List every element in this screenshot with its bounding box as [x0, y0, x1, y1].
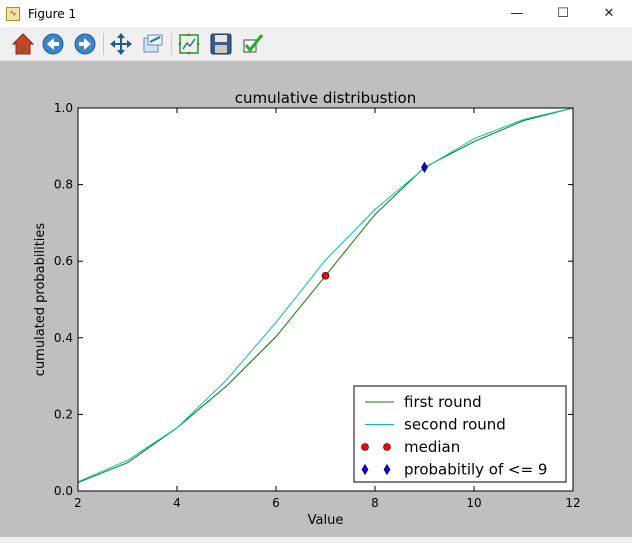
- legend-label-1: second round: [404, 416, 506, 434]
- window-controls: — ☐ ✕: [494, 0, 632, 27]
- x-tick-label: 10: [466, 496, 481, 510]
- y-tick-label: 0.4: [54, 331, 73, 345]
- navigation-toolbar: [0, 27, 632, 61]
- x-tick-label: 4: [173, 496, 181, 510]
- status-bar: [0, 537, 632, 543]
- y-tick-label: 0.0: [54, 484, 73, 498]
- x-tick-label: 2: [74, 496, 82, 510]
- forward-arrow-icon: [74, 33, 96, 55]
- plot-frame: [77, 107, 574, 492]
- edit-axes-button[interactable]: [240, 31, 266, 57]
- y-tick-label: 0.6: [54, 254, 73, 268]
- home-button[interactable]: [10, 31, 36, 57]
- close-button[interactable]: ✕: [603, 6, 615, 21]
- back-button[interactable]: [40, 31, 66, 57]
- save-icon: [210, 33, 232, 55]
- legend: first round second round median probabitily…: [353, 385, 567, 483]
- legend-swatch-2: [383, 443, 391, 451]
- legend-label-3: probabitily of <= 9: [404, 461, 547, 479]
- series-markers: [321, 161, 428, 280]
- legend-label-0: first round: [404, 393, 482, 411]
- y-tick-label: 0.8: [54, 178, 73, 192]
- home-icon: [11, 33, 35, 55]
- series-line-1: [77, 107, 574, 483]
- zoom-icon: [143, 34, 163, 53]
- subplots-config-button[interactable]: [176, 31, 202, 57]
- chart-title: cumulative distribustion: [235, 89, 416, 107]
- forward-button[interactable]: [72, 31, 98, 57]
- maximize-button[interactable]: ☐: [557, 6, 569, 21]
- probability-9-point: [421, 161, 428, 173]
- x-tick-label: 6: [272, 496, 280, 510]
- figure-app-icon: ∿: [6, 6, 20, 21]
- y-axis-label: cumulated probabilities: [33, 223, 48, 377]
- pan-button[interactable]: [108, 31, 134, 57]
- pan-icon: [110, 33, 132, 55]
- x-tick-label: 12: [565, 496, 580, 510]
- axis-ticks: 2 4 6 8 10 12 0.0 0.2 0.4 0.6 0.8 1.0: [54, 101, 581, 510]
- legend-swatch-3: [361, 463, 369, 476]
- window-title: Figure 1: [28, 6, 77, 21]
- chart-svg: cumulative distribustion Value cumulated…: [33, 89, 581, 528]
- y-tick-label: 1.0: [54, 101, 73, 115]
- toolbar-separator: [103, 33, 104, 55]
- minimize-button[interactable]: —: [510, 6, 524, 21]
- x-tick-label: 8: [371, 496, 379, 510]
- back-arrow-icon: [42, 33, 64, 55]
- subplots-config-icon: [178, 33, 200, 55]
- edit-axes-icon: [243, 34, 264, 53]
- figure-canvas[interactable]: cumulative distribustion Value cumulated…: [0, 61, 632, 537]
- zoom-button[interactable]: [140, 31, 166, 57]
- window-titlebar: ∿ Figure 1 — ☐ ✕: [0, 0, 632, 27]
- x-axis-label: Value: [308, 513, 344, 528]
- toolbar-separator: [171, 33, 172, 55]
- legend-swatch-3: [383, 463, 391, 476]
- save-button[interactable]: [208, 31, 234, 57]
- legend-swatch-2: [361, 443, 369, 451]
- median-point: [321, 271, 330, 280]
- y-tick-label: 0.2: [54, 407, 73, 421]
- legend-label-2: median: [404, 438, 460, 456]
